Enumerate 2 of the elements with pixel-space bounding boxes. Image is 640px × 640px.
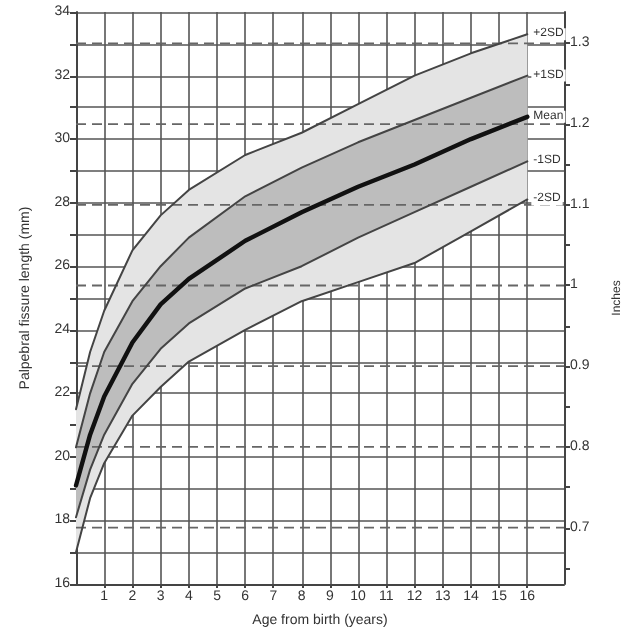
line-series: [75, 74, 529, 449]
line-series: [73, 114, 530, 488]
